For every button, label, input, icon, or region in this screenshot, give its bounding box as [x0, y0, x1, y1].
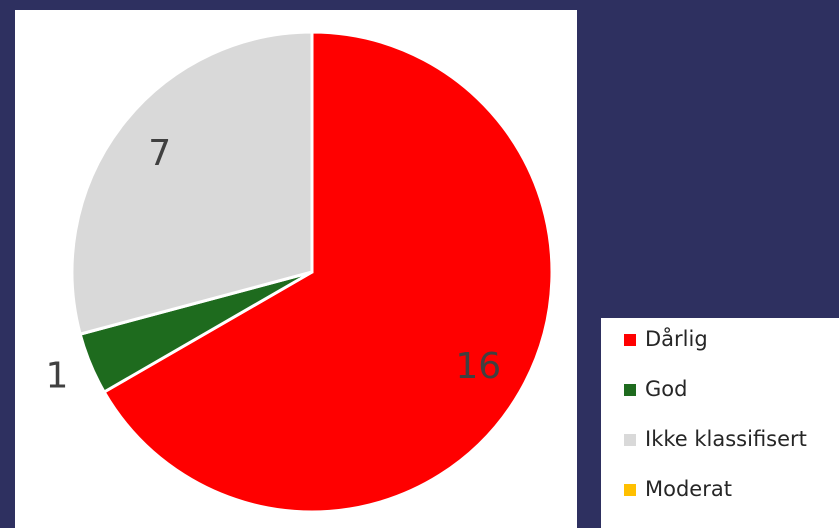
- data-label: 7: [148, 133, 171, 174]
- legend-swatch: [624, 484, 636, 496]
- pie-slice: [102, 30, 554, 514]
- data-label: 16: [455, 346, 501, 387]
- legend-label: Dårlig: [645, 326, 708, 351]
- data-label: 1: [46, 356, 69, 397]
- legend-panel: [601, 318, 839, 528]
- legend-swatch: [624, 334, 636, 346]
- legend-swatch: [624, 434, 636, 446]
- legend-label: Ikke klassifisert: [645, 427, 807, 451]
- legend-label: Moderat: [645, 477, 732, 501]
- legend-swatch: [624, 384, 636, 396]
- legend-label: God: [645, 377, 687, 401]
- pie-slice: [70, 30, 314, 336]
